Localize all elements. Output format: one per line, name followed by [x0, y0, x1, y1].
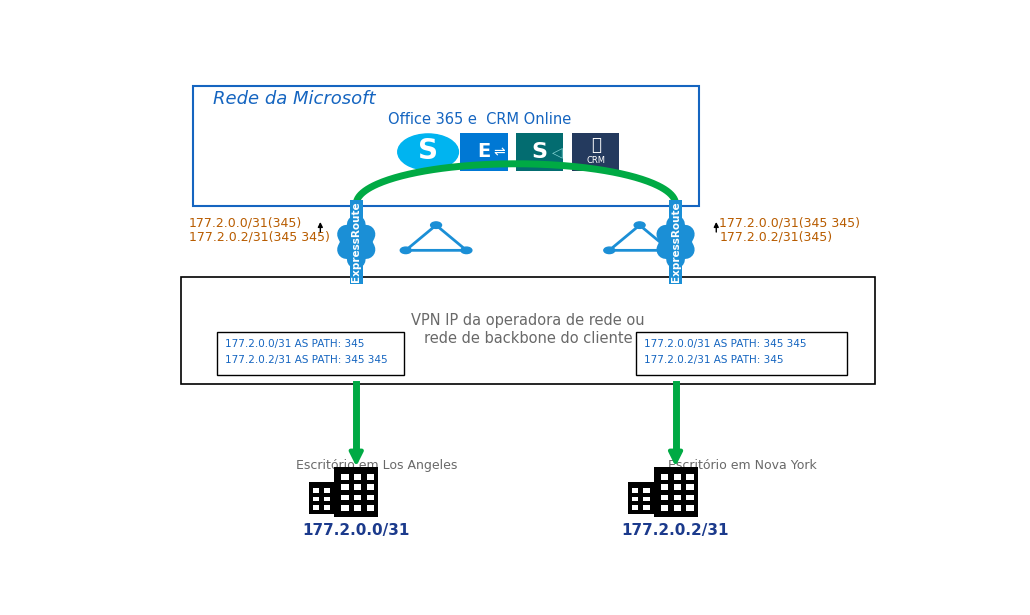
FancyBboxPatch shape: [342, 495, 349, 501]
FancyBboxPatch shape: [313, 497, 319, 501]
Text: Office 365 e  CRM Online: Office 365 e CRM Online: [388, 112, 572, 127]
Text: 177.2.0.2/31 AS PATH: 345 345: 177.2.0.2/31 AS PATH: 345 345: [225, 355, 387, 365]
FancyBboxPatch shape: [342, 505, 349, 511]
Circle shape: [398, 134, 458, 170]
Text: Escritório em Los Angeles: Escritório em Los Angeles: [297, 459, 457, 472]
FancyBboxPatch shape: [674, 495, 681, 501]
Circle shape: [604, 247, 615, 253]
Text: S: S: [531, 142, 548, 162]
FancyBboxPatch shape: [674, 474, 681, 480]
FancyBboxPatch shape: [354, 505, 362, 511]
Text: ⛵: ⛵: [591, 136, 600, 154]
Text: ExpressRoute: ExpressRoute: [351, 202, 362, 282]
FancyBboxPatch shape: [193, 85, 699, 207]
FancyBboxPatch shape: [632, 497, 639, 501]
FancyBboxPatch shape: [632, 488, 639, 493]
FancyBboxPatch shape: [674, 485, 681, 490]
Text: 177.2.0.0/31(345 345): 177.2.0.0/31(345 345): [719, 216, 860, 229]
FancyBboxPatch shape: [367, 495, 374, 501]
FancyBboxPatch shape: [367, 505, 374, 511]
FancyBboxPatch shape: [628, 482, 658, 514]
FancyBboxPatch shape: [354, 485, 362, 490]
Text: CRM: CRM: [586, 156, 606, 165]
Text: 177.2.0.2/31(345): 177.2.0.2/31(345): [719, 231, 832, 244]
Text: ExpressRoute: ExpressRoute: [671, 202, 681, 282]
FancyBboxPatch shape: [354, 495, 362, 501]
FancyBboxPatch shape: [674, 505, 681, 511]
FancyBboxPatch shape: [216, 332, 404, 375]
Text: 177.2.0.2/31 AS PATH: 345: 177.2.0.2/31 AS PATH: 345: [644, 355, 783, 365]
Text: Escritório em Nova York: Escritório em Nova York: [667, 459, 817, 472]
Circle shape: [461, 247, 472, 253]
FancyBboxPatch shape: [180, 277, 876, 384]
Text: ⇌: ⇌: [493, 145, 505, 159]
FancyBboxPatch shape: [323, 505, 331, 510]
FancyBboxPatch shape: [686, 474, 693, 480]
FancyBboxPatch shape: [654, 467, 697, 517]
Text: E: E: [477, 143, 490, 161]
Text: 177.2.0.2/31(345 345): 177.2.0.2/31(345 345): [188, 231, 330, 244]
FancyBboxPatch shape: [323, 497, 331, 501]
FancyBboxPatch shape: [661, 505, 668, 511]
FancyBboxPatch shape: [573, 133, 619, 170]
FancyBboxPatch shape: [335, 467, 378, 517]
Circle shape: [401, 247, 411, 253]
FancyBboxPatch shape: [342, 485, 349, 490]
FancyBboxPatch shape: [686, 485, 693, 490]
Circle shape: [664, 247, 676, 253]
FancyBboxPatch shape: [516, 133, 563, 170]
FancyBboxPatch shape: [309, 482, 339, 514]
FancyBboxPatch shape: [354, 474, 362, 480]
FancyBboxPatch shape: [313, 505, 319, 510]
FancyBboxPatch shape: [686, 495, 693, 501]
Text: 177.2.0.0/31(345): 177.2.0.0/31(345): [188, 216, 302, 229]
Circle shape: [431, 222, 442, 228]
Text: rede de backbone do cliente: rede de backbone do cliente: [423, 331, 632, 346]
FancyBboxPatch shape: [643, 505, 650, 510]
Text: 177.2.0.0/31: 177.2.0.0/31: [303, 523, 410, 538]
FancyBboxPatch shape: [632, 505, 639, 510]
Text: 177.2.0.0/31 AS PATH: 345 345: 177.2.0.0/31 AS PATH: 345 345: [644, 339, 806, 349]
Text: S: S: [418, 137, 438, 165]
FancyBboxPatch shape: [367, 485, 374, 490]
Text: VPN IP da operadora de rede ou: VPN IP da operadora de rede ou: [411, 312, 645, 328]
FancyBboxPatch shape: [323, 488, 331, 493]
FancyBboxPatch shape: [460, 133, 508, 170]
FancyBboxPatch shape: [661, 495, 668, 501]
FancyBboxPatch shape: [643, 488, 650, 493]
FancyBboxPatch shape: [661, 485, 668, 490]
Text: 177.2.0.2/31: 177.2.0.2/31: [622, 523, 729, 538]
FancyBboxPatch shape: [313, 488, 319, 493]
FancyBboxPatch shape: [342, 474, 349, 480]
FancyBboxPatch shape: [661, 474, 668, 480]
Circle shape: [634, 222, 645, 228]
FancyBboxPatch shape: [367, 474, 374, 480]
FancyBboxPatch shape: [636, 332, 847, 375]
Text: Rede da Microsoft: Rede da Microsoft: [212, 90, 375, 108]
FancyBboxPatch shape: [643, 497, 650, 501]
Text: ◁: ◁: [552, 145, 562, 159]
FancyBboxPatch shape: [686, 505, 693, 511]
Text: 177.2.0.0/31 AS PATH: 345: 177.2.0.0/31 AS PATH: 345: [225, 339, 364, 349]
